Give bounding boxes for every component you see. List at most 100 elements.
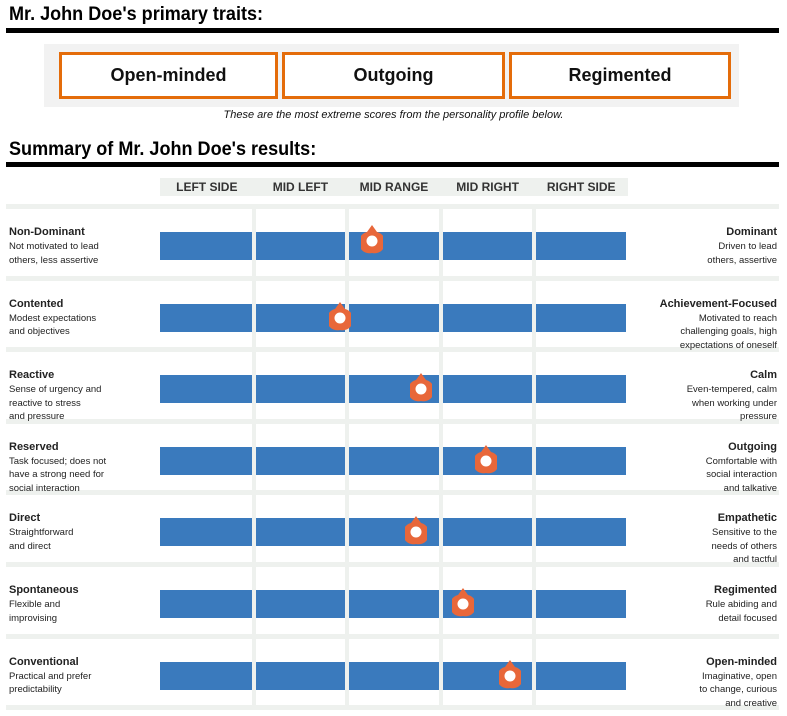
right-trait-desc: Motivated to reach xyxy=(698,312,777,324)
primary-trait: Open-minded xyxy=(59,52,278,99)
left-trait-desc: have a strong need for xyxy=(9,469,105,481)
scale-segment xyxy=(160,232,252,260)
left-trait-desc: Practical and prefer xyxy=(9,670,92,682)
right-trait: Calm Even-tempered, calm when working unde… xyxy=(687,368,777,424)
left-trait-desc: Not motivated to lead xyxy=(9,241,99,252)
right-trait-desc: Sensitive to the xyxy=(712,527,777,539)
scale-segment xyxy=(160,303,252,332)
scale-segment xyxy=(160,375,252,404)
left-trait: Reactive Sense of urgency and reactive to … xyxy=(9,368,101,424)
scale-segment xyxy=(536,518,626,547)
left-trait-desc: and objectives xyxy=(9,326,70,338)
left-trait: Direct Straightforward and direct xyxy=(9,511,73,553)
traits-note: These are the most extreme scores from t… xyxy=(223,109,564,121)
left-trait-desc: and direct xyxy=(9,540,51,552)
trait-row: Spontaneous Flexible and improvising Regime… xyxy=(0,567,787,639)
left-trait-desc: Task focused; does not xyxy=(9,455,107,467)
scale-segment xyxy=(160,661,252,690)
column-header: MID RANGE xyxy=(359,180,429,194)
right-trait-name: Calm xyxy=(750,369,777,382)
trait-row: Direct Straightforward and direct Empatheti… xyxy=(0,495,787,567)
right-trait-desc: pressure xyxy=(740,411,777,423)
right-trait: Achievement-Focused Motivated to reach cha… xyxy=(660,297,777,353)
right-trait-desc: to change, curious xyxy=(699,684,777,696)
left-trait-desc: Straightforward xyxy=(9,527,74,539)
summary-title: Summary of Mr. John Doe's results: xyxy=(9,139,317,160)
scale-segment xyxy=(536,232,626,260)
left-trait: Conventional Practical and prefer predicta… xyxy=(9,655,91,697)
summary-rule xyxy=(6,162,779,167)
right-trait-name: Empathetic xyxy=(717,512,777,525)
primary-trait: Regimented xyxy=(509,52,731,99)
column-divider xyxy=(438,205,443,706)
right-trait-desc: needs of others xyxy=(711,540,778,552)
column-header: MID RIGHT xyxy=(456,180,519,194)
scale-segment xyxy=(536,590,626,618)
scale-segment xyxy=(349,590,439,618)
score-marker-icon xyxy=(475,444,498,474)
left-trait-desc: others, less assertive xyxy=(9,254,99,266)
right-trait-desc: Rule abiding and xyxy=(705,599,777,610)
right-trait-desc: social interaction xyxy=(706,469,777,481)
right-trait-desc: and talkative xyxy=(723,482,777,494)
row-divider xyxy=(6,418,779,424)
page-title: Mr. John Doe's primary traits: xyxy=(9,4,264,25)
right-trait: Dominant Driven to lead others, assertive xyxy=(707,225,777,267)
left-trait-name: Conventional xyxy=(9,655,79,668)
right-trait-name: Regimented xyxy=(714,584,777,596)
right-trait-name: Outgoing xyxy=(728,440,777,453)
primary-traits-panel: Open-minded Outgoing Regimented xyxy=(44,44,739,107)
left-trait-name: Spontaneous xyxy=(9,584,79,596)
left-trait: Non-Dominant Not motivated to lead others,… xyxy=(9,225,99,267)
scale-segment xyxy=(255,375,346,404)
row-divider xyxy=(6,347,779,353)
right-trait-desc: Comfortable with xyxy=(705,455,777,467)
left-trait-desc: social interaction xyxy=(9,482,80,494)
row-divider xyxy=(6,275,779,281)
left-trait-desc: improvising xyxy=(9,612,58,624)
left-trait-desc: reactive to stress xyxy=(9,397,81,409)
scale-segment xyxy=(160,590,252,618)
right-trait: Empathetic Sensitive to the needs of other… xyxy=(712,511,778,567)
scale-segment xyxy=(536,375,626,404)
column-header: LEFT SIDE xyxy=(176,180,238,194)
column-header: MID LEFT xyxy=(272,180,329,194)
scale-segment xyxy=(442,303,533,332)
left-trait-name: Reserved xyxy=(9,440,59,453)
left-trait-desc: and pressure xyxy=(9,411,65,423)
right-trait-desc: others, assertive xyxy=(707,254,777,266)
trait-row: Reactive Sense of urgency and reactive to … xyxy=(0,352,787,424)
right-trait-desc: and tactful xyxy=(733,554,777,566)
score-marker-icon xyxy=(410,373,433,402)
row-divider xyxy=(6,562,779,567)
score-marker-icon xyxy=(404,516,427,545)
column-headers: LEFT SIDE MID LEFT MID RANGE MID RIGHT R… xyxy=(160,178,628,196)
score-marker-icon xyxy=(499,659,522,688)
left-trait-desc: Flexible and xyxy=(9,599,61,610)
score-marker-icon xyxy=(451,588,474,617)
right-trait-desc: when working under xyxy=(691,397,777,409)
column-divider xyxy=(345,205,350,706)
left-trait-desc: Modest expectations xyxy=(9,312,97,324)
left-trait-desc: Sense of urgency and xyxy=(9,384,102,396)
scale-segment xyxy=(536,661,626,690)
right-trait-desc: detail focused xyxy=(718,612,777,624)
scale-segment xyxy=(255,590,346,618)
score-marker-icon xyxy=(361,225,383,254)
right-trait-name: Open-minded xyxy=(706,655,777,668)
row-divider xyxy=(6,705,779,711)
scale-segment xyxy=(536,446,626,475)
column-header: RIGHT SIDE xyxy=(546,180,616,194)
column-divider xyxy=(532,205,537,706)
title-rule xyxy=(6,28,779,33)
right-trait: Open-minded Imaginative, open to change, c… xyxy=(699,655,777,711)
left-trait: Reserved Task focused; does not have a str… xyxy=(9,440,106,496)
row-divider xyxy=(6,633,779,639)
scale-segment xyxy=(442,375,533,404)
left-trait-name: Contented xyxy=(9,297,64,310)
left-trait-name: Non-Dominant xyxy=(9,226,85,238)
scale-segment xyxy=(160,446,252,475)
right-trait-name: Achievement-Focused xyxy=(659,297,777,310)
right-trait-name: Dominant xyxy=(726,226,777,238)
trait-row: Conventional Practical and prefer predicta… xyxy=(0,639,787,711)
